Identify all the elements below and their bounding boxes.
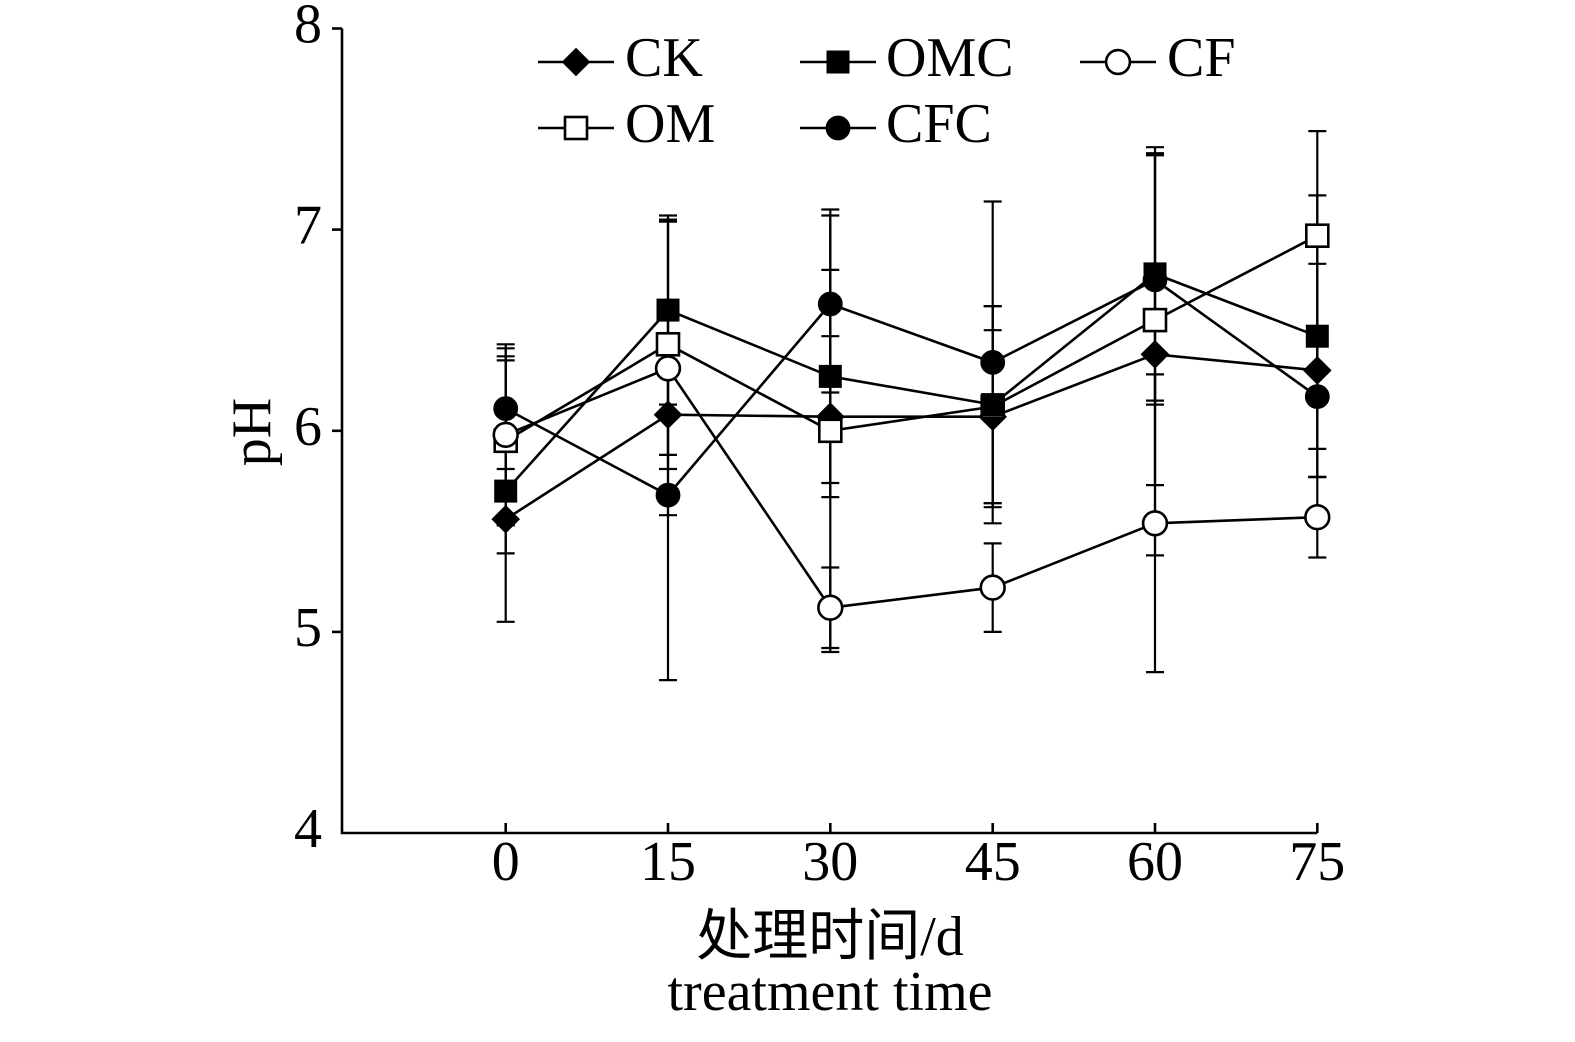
svg-text:5: 5 <box>294 597 322 659</box>
svg-text:45: 45 <box>965 831 1021 893</box>
svg-text:60: 60 <box>1127 831 1183 893</box>
svg-text:CK: CK <box>625 27 703 89</box>
svg-text:CFC: CFC <box>886 93 992 155</box>
svg-text:CF: CF <box>1167 27 1236 89</box>
svg-text:75: 75 <box>1289 831 1345 893</box>
svg-text:treatment time: treatment time <box>668 961 993 1023</box>
svg-text:6: 6 <box>294 396 322 458</box>
svg-text:8: 8 <box>294 0 322 56</box>
svg-text:4: 4 <box>294 798 322 860</box>
svg-text:pH: pH <box>221 398 283 466</box>
svg-text:30: 30 <box>802 831 858 893</box>
svg-text:OM: OM <box>625 93 715 155</box>
svg-text:7: 7 <box>294 195 322 257</box>
svg-text:处理时间/d: 处理时间/d <box>696 906 964 968</box>
svg-text:15: 15 <box>640 831 696 893</box>
svg-text:0: 0 <box>492 831 520 893</box>
svg-text:OMC: OMC <box>886 27 1014 89</box>
